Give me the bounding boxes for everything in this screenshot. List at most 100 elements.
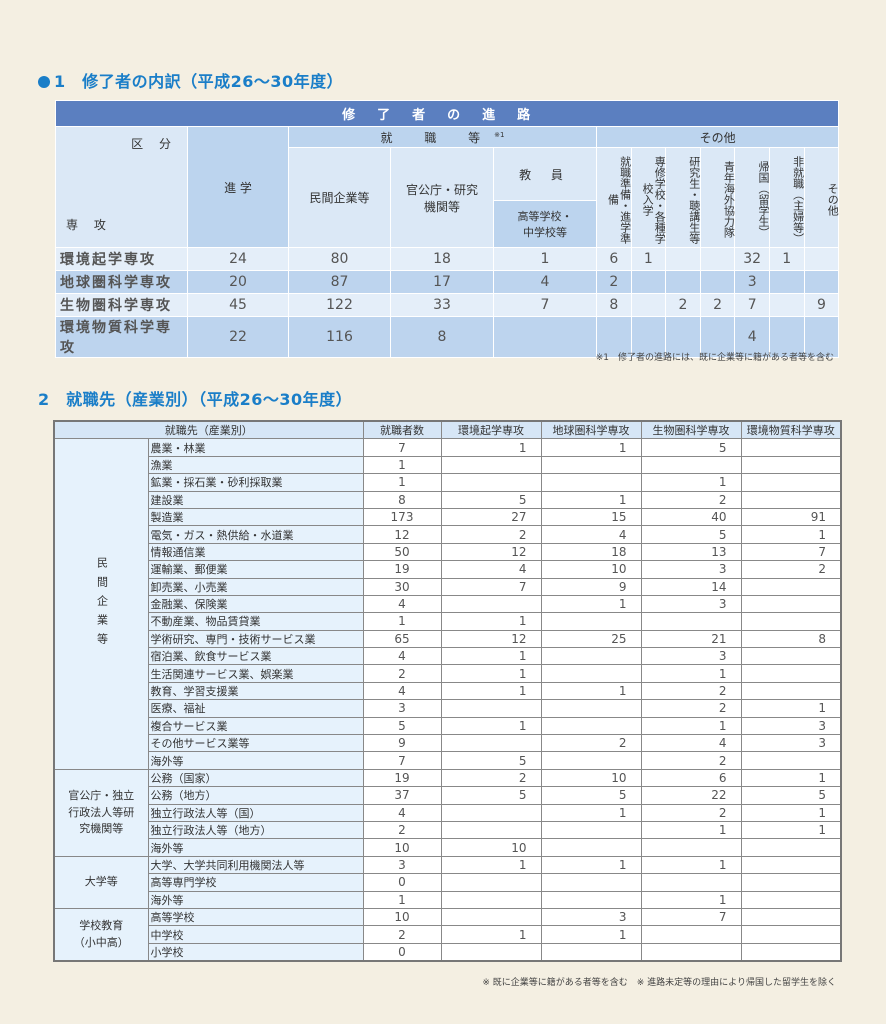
- value-cell: [630, 293, 667, 317]
- group-label-text: 大学等: [84, 875, 118, 889]
- value-cell: 7: [640, 907, 742, 927]
- table-row: 運輸業、郵便業 19 4 10 3 2: [54, 560, 842, 579]
- value-cell: 5: [440, 751, 542, 770]
- table-row: 大学等 大学、大学共同利用機関法人等 3 1 1 1: [53, 855, 842, 909]
- value-cell: 1: [640, 820, 742, 840]
- value-cell: [440, 803, 542, 822]
- table-row: 海外等 7 5 2: [54, 751, 842, 770]
- value-cell: 3: [540, 907, 642, 927]
- col-other-5: 帰国（留学生）: [734, 147, 770, 248]
- value-cell: [630, 270, 667, 294]
- value-cell: 2: [440, 768, 542, 788]
- table-row: 中学校 2 1 1: [54, 925, 842, 944]
- value-cell: [740, 681, 842, 701]
- value-cell: [740, 438, 842, 457]
- value-cell: [440, 699, 542, 718]
- industry-label: 中学校: [147, 925, 364, 944]
- col-minkan: 民間企業等: [288, 147, 391, 248]
- group-shushoku-label: 就 職 等: [380, 130, 495, 145]
- value-cell: 2: [596, 270, 632, 294]
- industry-label: 卸売業、小売業: [147, 577, 364, 596]
- table-row: 地球圏科学専攻 20 87 17 4 2 3: [55, 270, 840, 294]
- table-row: 独立行政法人等（地方） 2 1 1: [54, 820, 842, 840]
- col-other-1: 就職準備・進学準備: [596, 147, 632, 248]
- value-cell: 3: [640, 594, 742, 614]
- value-cell: 1: [540, 803, 642, 822]
- value-cell: 12: [440, 629, 542, 649]
- value-cell: [803, 247, 840, 271]
- value-cell: 4: [362, 681, 442, 701]
- value-cell: 0: [362, 873, 442, 892]
- group-label: 学校教育（小中高）: [53, 907, 149, 962]
- header-cell: 就職先（産業別）: [53, 420, 364, 440]
- value-cell: 1: [540, 855, 642, 875]
- value-cell: 3: [640, 647, 742, 666]
- value-cell: 1: [440, 925, 542, 944]
- value-cell: 5: [540, 786, 642, 805]
- value-cell: 2: [640, 699, 742, 718]
- value-cell: 2: [665, 293, 701, 317]
- table-row: 医療、福祉 3 2 1: [54, 699, 842, 718]
- value-cell: [740, 664, 842, 683]
- value-cell: [665, 316, 701, 358]
- value-cell: [699, 247, 736, 271]
- value-cell: 5: [640, 525, 742, 544]
- value-cell: 22: [640, 786, 742, 805]
- value-cell: 3: [740, 716, 842, 736]
- value-cell: [740, 890, 842, 909]
- value-cell: 7: [440, 577, 542, 596]
- value-cell: [665, 247, 701, 271]
- value-cell: 1: [440, 855, 542, 875]
- industry-label: 運輸業、郵便業: [147, 560, 364, 579]
- header-cell: 生物圏科学専攻: [640, 420, 742, 440]
- value-cell: 2: [740, 560, 842, 579]
- value-cell: 50: [362, 542, 442, 562]
- value-cell: 1: [540, 594, 642, 614]
- group-label-text: 学校教育（小中高）: [73, 919, 129, 949]
- col-kankocho: 官公庁・研究機関等: [390, 147, 494, 248]
- value-cell: [740, 647, 842, 666]
- value-cell: [640, 925, 742, 944]
- table-row: 金融業、保険業 4 1 3: [54, 594, 842, 614]
- value-cell: 4: [362, 803, 442, 822]
- value-cell: [540, 647, 642, 666]
- value-cell: 3: [362, 855, 442, 875]
- value-cell: 1: [540, 438, 642, 457]
- value-cell: 22: [187, 316, 289, 358]
- industry-label: 公務（国家）: [147, 768, 364, 788]
- header-cell: 地球圏科学専攻: [540, 420, 642, 440]
- note-mark: ※1: [494, 130, 505, 139]
- group-label: 民間企業等: [53, 438, 149, 770]
- value-cell: 13: [640, 542, 742, 562]
- col-kyoin-sub: 高等学校・中学校等: [493, 200, 597, 248]
- group-label-text: 民間企業等: [95, 556, 109, 652]
- value-cell: 12: [440, 542, 542, 562]
- industry-label: 建設業: [147, 490, 364, 509]
- table-row: 公務（地方） 37 5 5 22 5: [54, 786, 842, 805]
- value-cell: 10: [540, 768, 642, 788]
- value-cell: 1: [640, 890, 742, 909]
- value-cell: 1: [740, 699, 842, 718]
- value-cell: 3: [640, 560, 742, 579]
- value-cell: 4: [362, 647, 442, 666]
- major-label: 地球圏科学専攻: [55, 270, 188, 294]
- value-cell: 2: [362, 925, 442, 944]
- col-shingaku: 進 学: [187, 126, 289, 248]
- value-cell: [440, 734, 542, 753]
- value-cell: 1: [740, 768, 842, 788]
- table-title: 修了者の進路: [54, 100, 840, 127]
- value-cell: 8: [362, 490, 442, 509]
- value-cell: [699, 316, 736, 358]
- value-cell: 19: [362, 768, 442, 788]
- value-cell: 9: [803, 293, 840, 317]
- value-cell: 1: [440, 681, 542, 701]
- value-cell: 10: [540, 560, 642, 579]
- value-cell: 1: [640, 716, 742, 736]
- value-cell: [768, 293, 805, 317]
- value-cell: 65: [362, 629, 442, 649]
- value-cell: 12: [362, 525, 442, 544]
- value-cell: 30: [362, 577, 442, 596]
- table-row: 建設業 8 5 1 2: [54, 490, 842, 509]
- value-cell: 8: [740, 629, 842, 649]
- value-cell: [540, 664, 642, 683]
